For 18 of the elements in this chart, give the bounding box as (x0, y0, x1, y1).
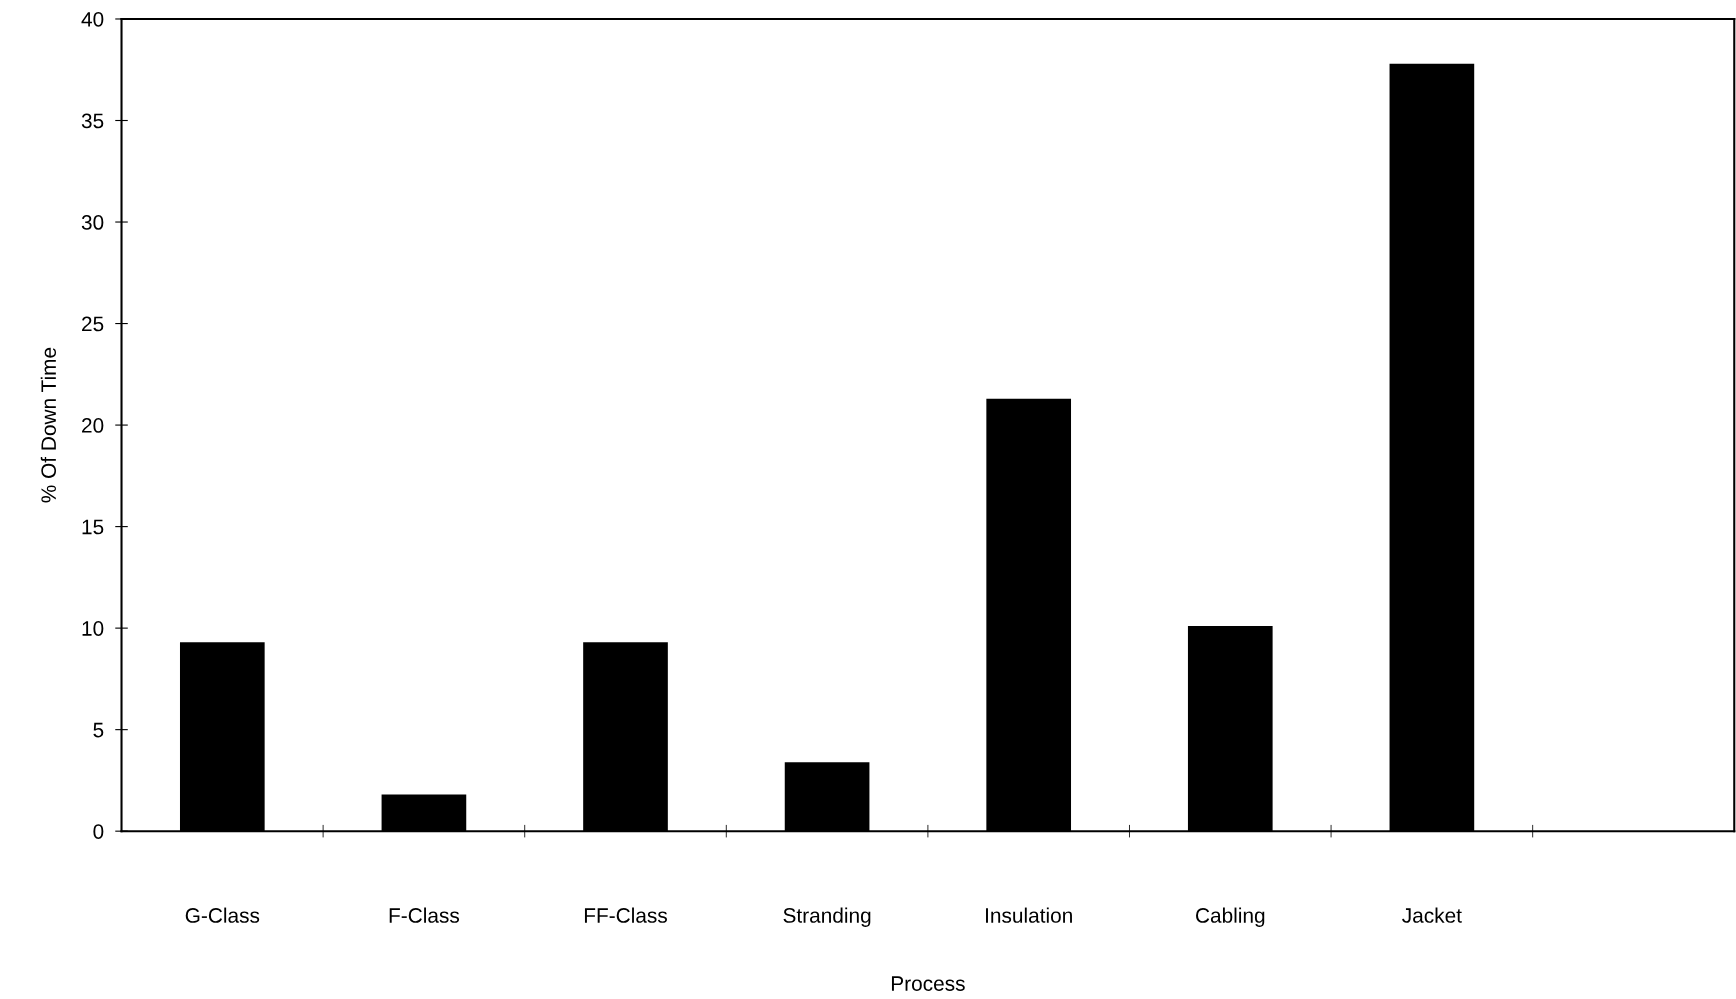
x-tick-label: F-Class (389, 907, 460, 923)
y-tick-label: 20 (82, 418, 104, 433)
y-tick-label: 35 (81, 113, 104, 129)
y-tick-label: 5 (93, 722, 104, 738)
y-tick-label: 25 (82, 316, 104, 332)
y-tick-label: 0 (93, 824, 104, 839)
x-tick-label: G-Class (185, 907, 260, 923)
x-tick-label: Insulation (986, 907, 1072, 923)
y-axis-title: % Of Down Time (40, 347, 57, 503)
x-tick-label: Cabling (1196, 907, 1265, 927)
x-tick-label: Stranding (783, 907, 871, 927)
y-tick-label: 30 (81, 215, 104, 230)
x-tick-label: Jacket (1402, 907, 1462, 923)
y-tick-label: 40 (81, 11, 104, 27)
y-tick-label: 15 (82, 519, 104, 535)
x-axis-title: Process (891, 976, 965, 991)
x-tick-label: FF-Class (584, 907, 667, 923)
y-tick-label: 10 (82, 621, 104, 636)
